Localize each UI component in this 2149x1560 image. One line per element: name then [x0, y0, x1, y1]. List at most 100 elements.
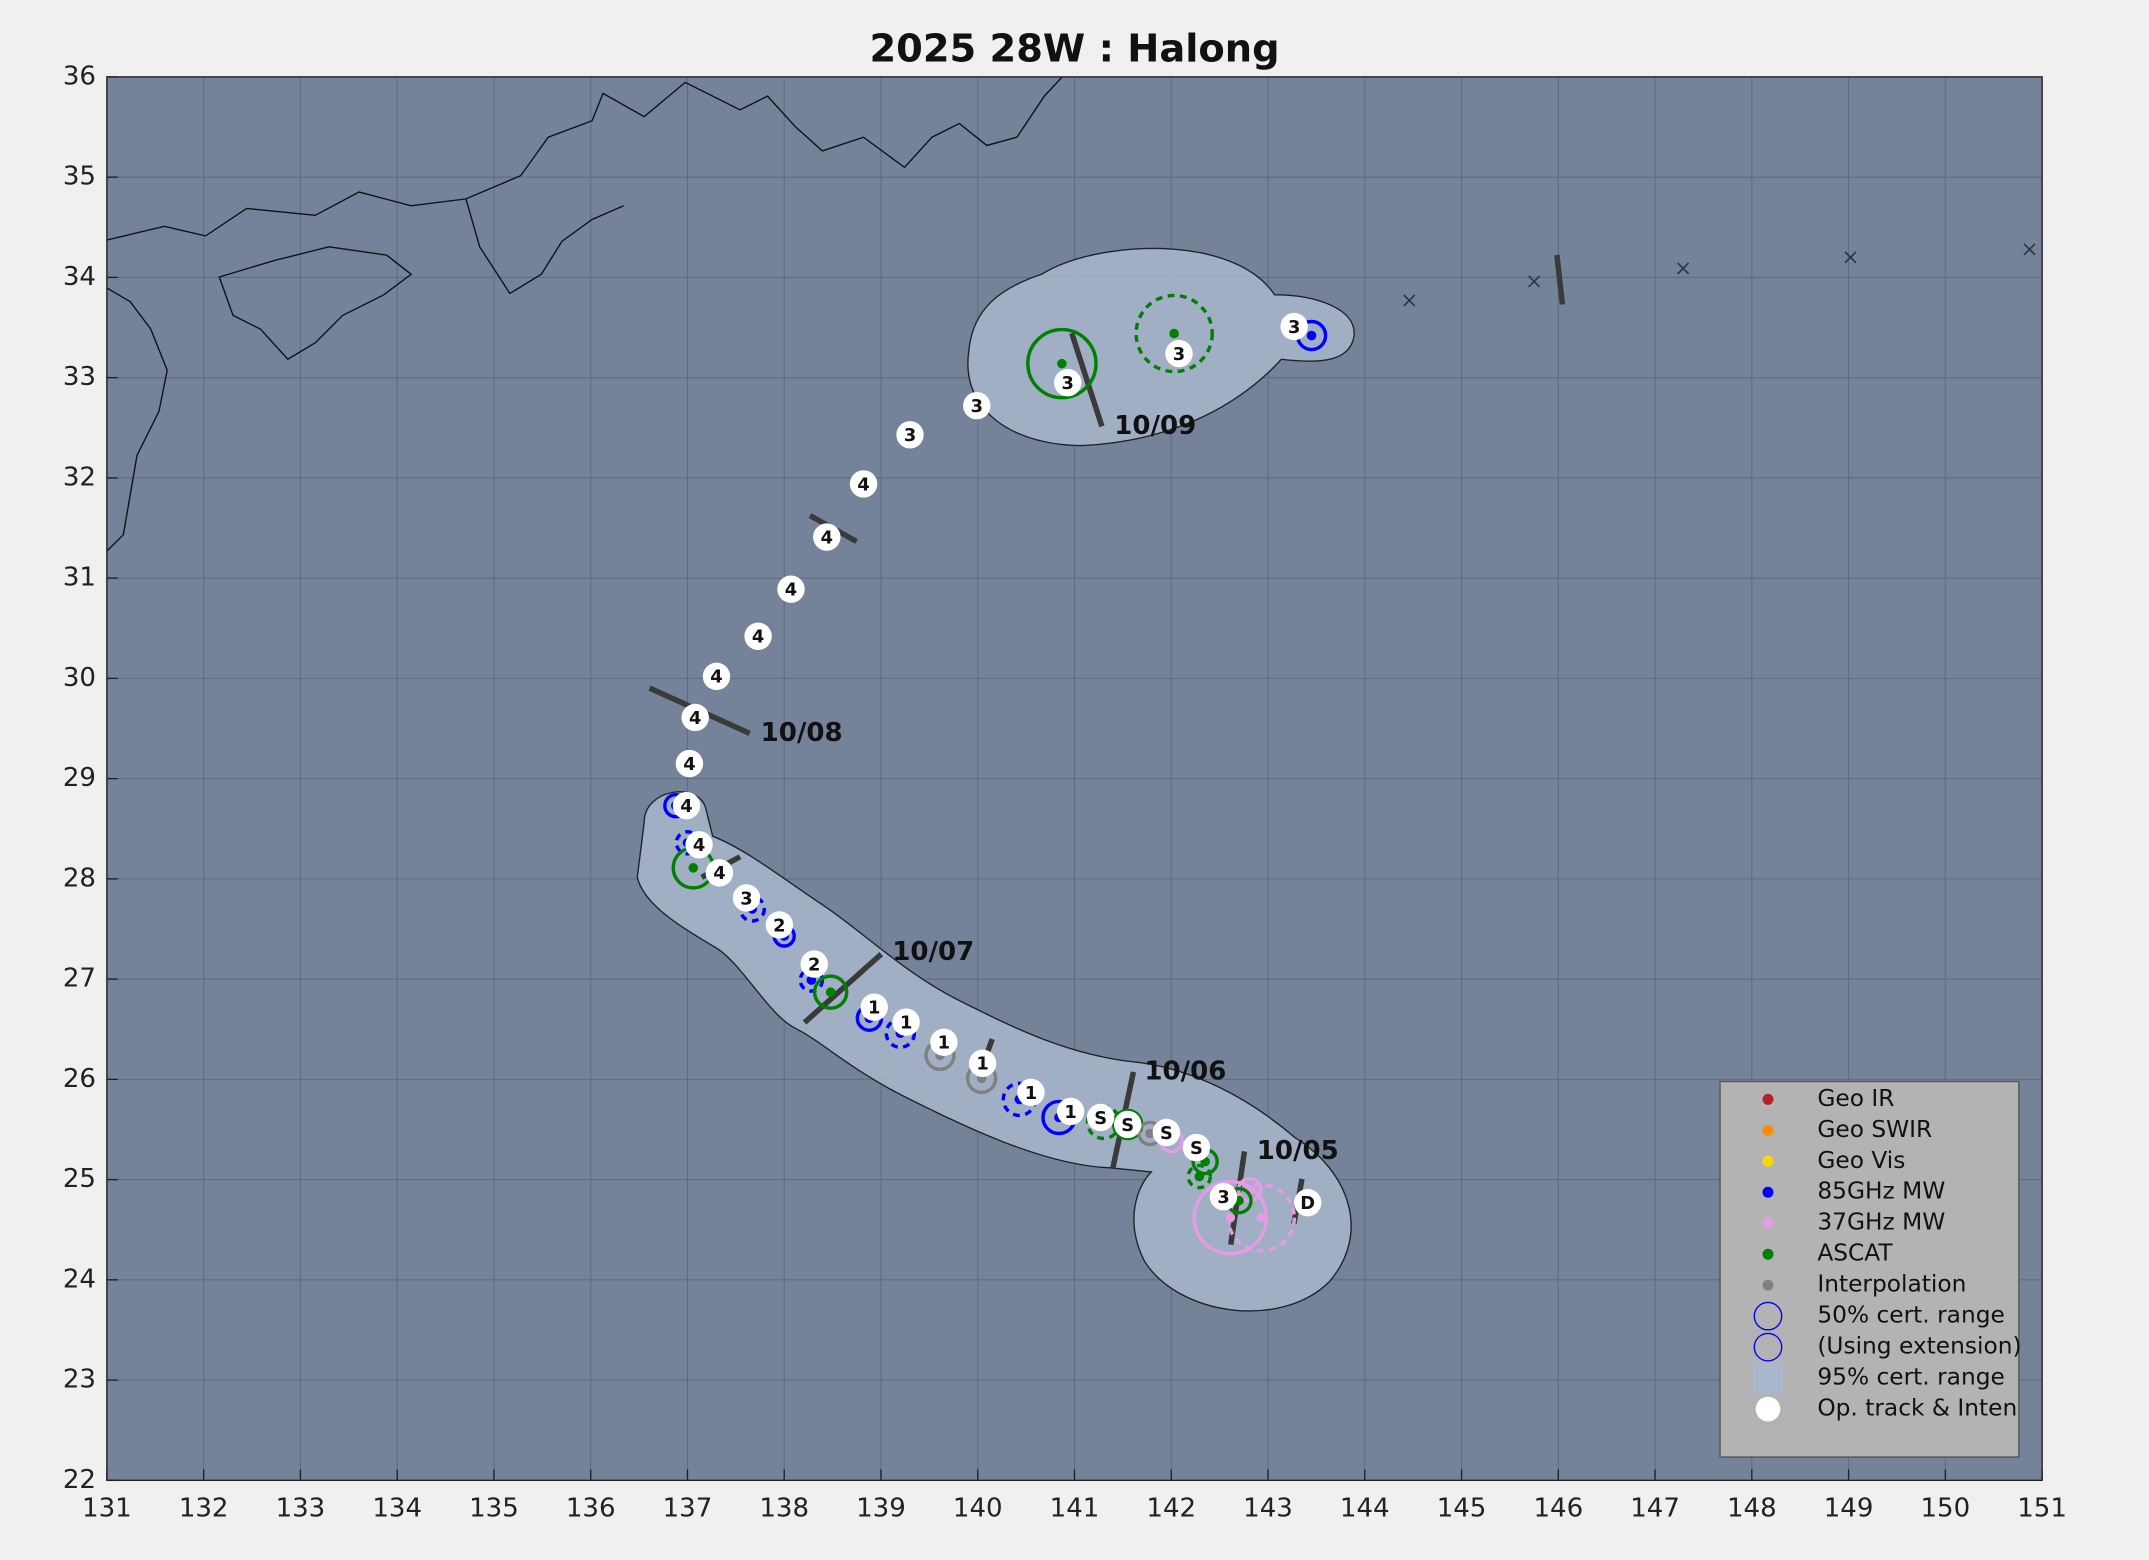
track-point	[732, 884, 761, 912]
legend-box	[1719, 1080, 2020, 1458]
intensity-label: 3	[1217, 1187, 1229, 1208]
y-tick-label: 33	[63, 362, 96, 392]
intensity-label: S	[1121, 1115, 1134, 1136]
y-tick-label: 34	[63, 262, 96, 292]
track-point	[860, 993, 888, 1021]
y-tick-label: 31	[63, 563, 96, 593]
y-tick-label: 25	[63, 1164, 96, 1194]
fix-point	[825, 987, 836, 997]
x-tick-label: 135	[469, 1494, 519, 1524]
track-point	[1152, 1118, 1181, 1147]
date-label: 10/08	[761, 718, 843, 748]
legend-marker	[1762, 1217, 1774, 1229]
intensity-label: 4	[857, 474, 869, 495]
track-point	[1114, 1110, 1142, 1139]
intensity-label: 4	[689, 708, 701, 729]
intensity-label: 4	[713, 863, 725, 884]
forecast-point	[1528, 275, 1541, 288]
legend-marker	[1753, 1332, 1783, 1362]
intensity-label: S	[1190, 1138, 1203, 1159]
x-tick-label: 146	[1533, 1494, 1583, 1524]
intensity-label: 2	[808, 954, 820, 975]
fix-point	[688, 863, 699, 873]
track-point	[896, 421, 924, 449]
legend-marker	[1762, 1279, 1774, 1291]
certainty-ring	[1026, 327, 1098, 400]
track-point	[968, 1049, 997, 1078]
intensity-label: 4	[693, 835, 705, 856]
legend-label: 95% cert. range	[1817, 1364, 2004, 1391]
y-tick-label: 24	[63, 1264, 96, 1294]
certainty-ring	[1192, 1179, 1269, 1256]
forecast-point	[1677, 262, 1690, 275]
legend-marker	[1762, 1124, 1774, 1136]
track-point	[800, 950, 828, 978]
legend-label: 85GHz MW	[1817, 1178, 1945, 1205]
certainty-ring	[1226, 1182, 1297, 1253]
track-point	[1165, 339, 1193, 368]
track-point	[1017, 1078, 1045, 1107]
track-point	[849, 470, 878, 498]
fix-point	[1145, 1128, 1155, 1139]
intensity-label: 3	[971, 396, 983, 417]
fix-point	[1256, 1212, 1267, 1223]
track-point	[930, 1028, 958, 1056]
legend-label: Geo Vis	[1817, 1147, 1905, 1174]
intensity-label: 3	[1288, 317, 1300, 338]
track-point	[681, 703, 709, 732]
track-point	[1209, 1182, 1238, 1211]
date-label: 10/09	[1114, 411, 1196, 441]
track-point	[892, 1008, 920, 1036]
intensity-label: 4	[680, 796, 692, 817]
certainty-ring	[812, 974, 849, 1010]
y-tick-label: 22	[63, 1465, 96, 1495]
x-tick-label: 132	[179, 1494, 229, 1524]
certainty-ring	[1186, 1163, 1213, 1190]
track-point	[765, 911, 794, 939]
chart-title: 2025 28W : Halong	[869, 26, 1279, 71]
legend-label: Op. track & Inten	[1817, 1395, 2017, 1422]
legend-label: 37GHz MW	[1817, 1209, 1945, 1236]
x-tick-label: 134	[372, 1494, 422, 1524]
track-point	[685, 831, 713, 859]
track-point	[777, 575, 805, 603]
x-tick-label: 139	[856, 1494, 906, 1524]
x-tick-label: 143	[1243, 1494, 1293, 1524]
y-tick-label: 23	[63, 1365, 96, 1395]
legend-marker	[1762, 1186, 1774, 1198]
intensity-label: 1	[938, 1033, 950, 1054]
legend-label: ASCAT	[1817, 1240, 1893, 1267]
track-point	[702, 662, 731, 691]
legend-marker	[1762, 1155, 1774, 1167]
x-tick-label: 148	[1727, 1494, 1777, 1524]
intensity-label: S	[1160, 1123, 1173, 1144]
forecast-point	[2023, 243, 2036, 256]
intensity-label: 3	[904, 425, 916, 446]
intensity-label: S	[1094, 1108, 1107, 1129]
intensity-label: 1	[1064, 1102, 1076, 1123]
x-tick-label: 142	[1146, 1494, 1196, 1524]
intensity-label: 2	[773, 915, 785, 936]
track-point	[1054, 368, 1082, 397]
intensity-label: 3	[1062, 373, 1074, 394]
intensity-label: 1	[976, 1054, 988, 1075]
intensity-label: 3	[740, 888, 752, 909]
fix-point	[1057, 358, 1067, 369]
track-point	[963, 392, 991, 420]
legend: Geo IR Geo SWIR Geo Vis 85GHz MW 37GHz MW ASC…	[1719, 1080, 2022, 1458]
fix-point	[1169, 328, 1179, 339]
intensity-label: 4	[785, 580, 797, 601]
x-tick-label: 147	[1630, 1494, 1680, 1524]
track-point	[744, 622, 772, 650]
fix-point	[1306, 330, 1317, 341]
date-label: 10/05	[1257, 1136, 1339, 1166]
legend-marker	[1755, 1396, 1781, 1422]
x-tick-label: 151	[2017, 1494, 2067, 1524]
date-label: 10/06	[1144, 1056, 1226, 1086]
x-tick-label: 133	[276, 1494, 326, 1524]
x-tick-label: 131	[82, 1494, 132, 1524]
intensity-label: 1	[868, 998, 880, 1019]
legend-label: Geo IR	[1817, 1085, 1894, 1112]
